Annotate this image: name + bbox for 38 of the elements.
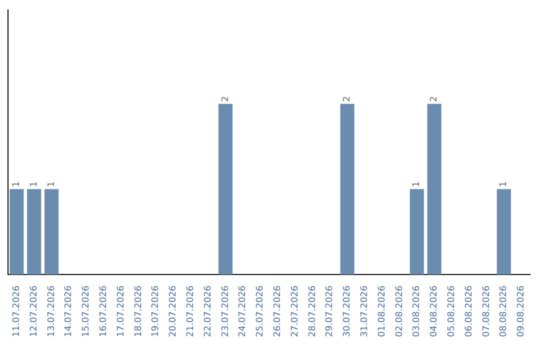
x-tick-label: 13.07.2026	[46, 285, 57, 337]
x-tick-label: 23.07.2026	[220, 285, 231, 337]
data-label: 2	[342, 96, 353, 102]
x-tick-label: 30.07.2026	[342, 285, 353, 337]
x-tick-label: 22.07.2026	[203, 285, 214, 337]
x-tick-label: 08.08.2026	[499, 285, 510, 337]
x-tick-label: 07.08.2026	[482, 285, 492, 337]
data-label: 1	[499, 181, 510, 188]
x-tick-label: 16.07.2026	[99, 285, 110, 337]
x-tick-label: 09.08.2026	[516, 285, 527, 337]
x-tick-label: 26.07.2026	[273, 285, 284, 337]
x-tick-label: 04.08.2026	[430, 285, 440, 337]
data-label: 2	[220, 96, 231, 102]
x-tick-label: 21.07.2026	[186, 285, 196, 337]
x-tick-label: 14.07.2026	[64, 285, 74, 337]
x-tick-label: 25.07.2026	[256, 285, 266, 337]
x-tick-label: 20.07.2026	[168, 285, 179, 337]
data-label: 1	[29, 181, 40, 188]
x-tick-label: 15.07.2026	[82, 285, 92, 337]
x-tick-label: 03.08.2026	[412, 285, 422, 337]
data-label: 1	[12, 181, 22, 188]
x-tick-label: 29.07.2026	[325, 285, 336, 337]
data-label: 2	[430, 96, 440, 102]
x-tick-label: 17.07.2026	[116, 285, 126, 337]
x-tick-label: 18.07.2026	[134, 285, 144, 337]
data-label: 1	[46, 181, 57, 188]
x-tick-label: 27.07.2026	[290, 285, 300, 337]
x-tick-label: 24.07.2026	[238, 285, 248, 337]
x-tick-label: 05.08.2026	[447, 285, 458, 337]
x-tick-label: 19.07.2026	[151, 285, 162, 337]
data-label: 1	[412, 181, 422, 188]
x-tick-label: 06.08.2026	[464, 285, 474, 337]
x-tick-label: 12.07.2026	[29, 285, 40, 337]
x-tick-label: 28.07.2026	[308, 285, 318, 337]
x-tick-label: 01.08.2026	[377, 285, 388, 337]
x-tick-label: 02.08.2026	[394, 285, 405, 337]
x-tick-label: 11.07.2026	[12, 285, 22, 337]
x-tick-label: 31.07.2026	[360, 285, 370, 337]
